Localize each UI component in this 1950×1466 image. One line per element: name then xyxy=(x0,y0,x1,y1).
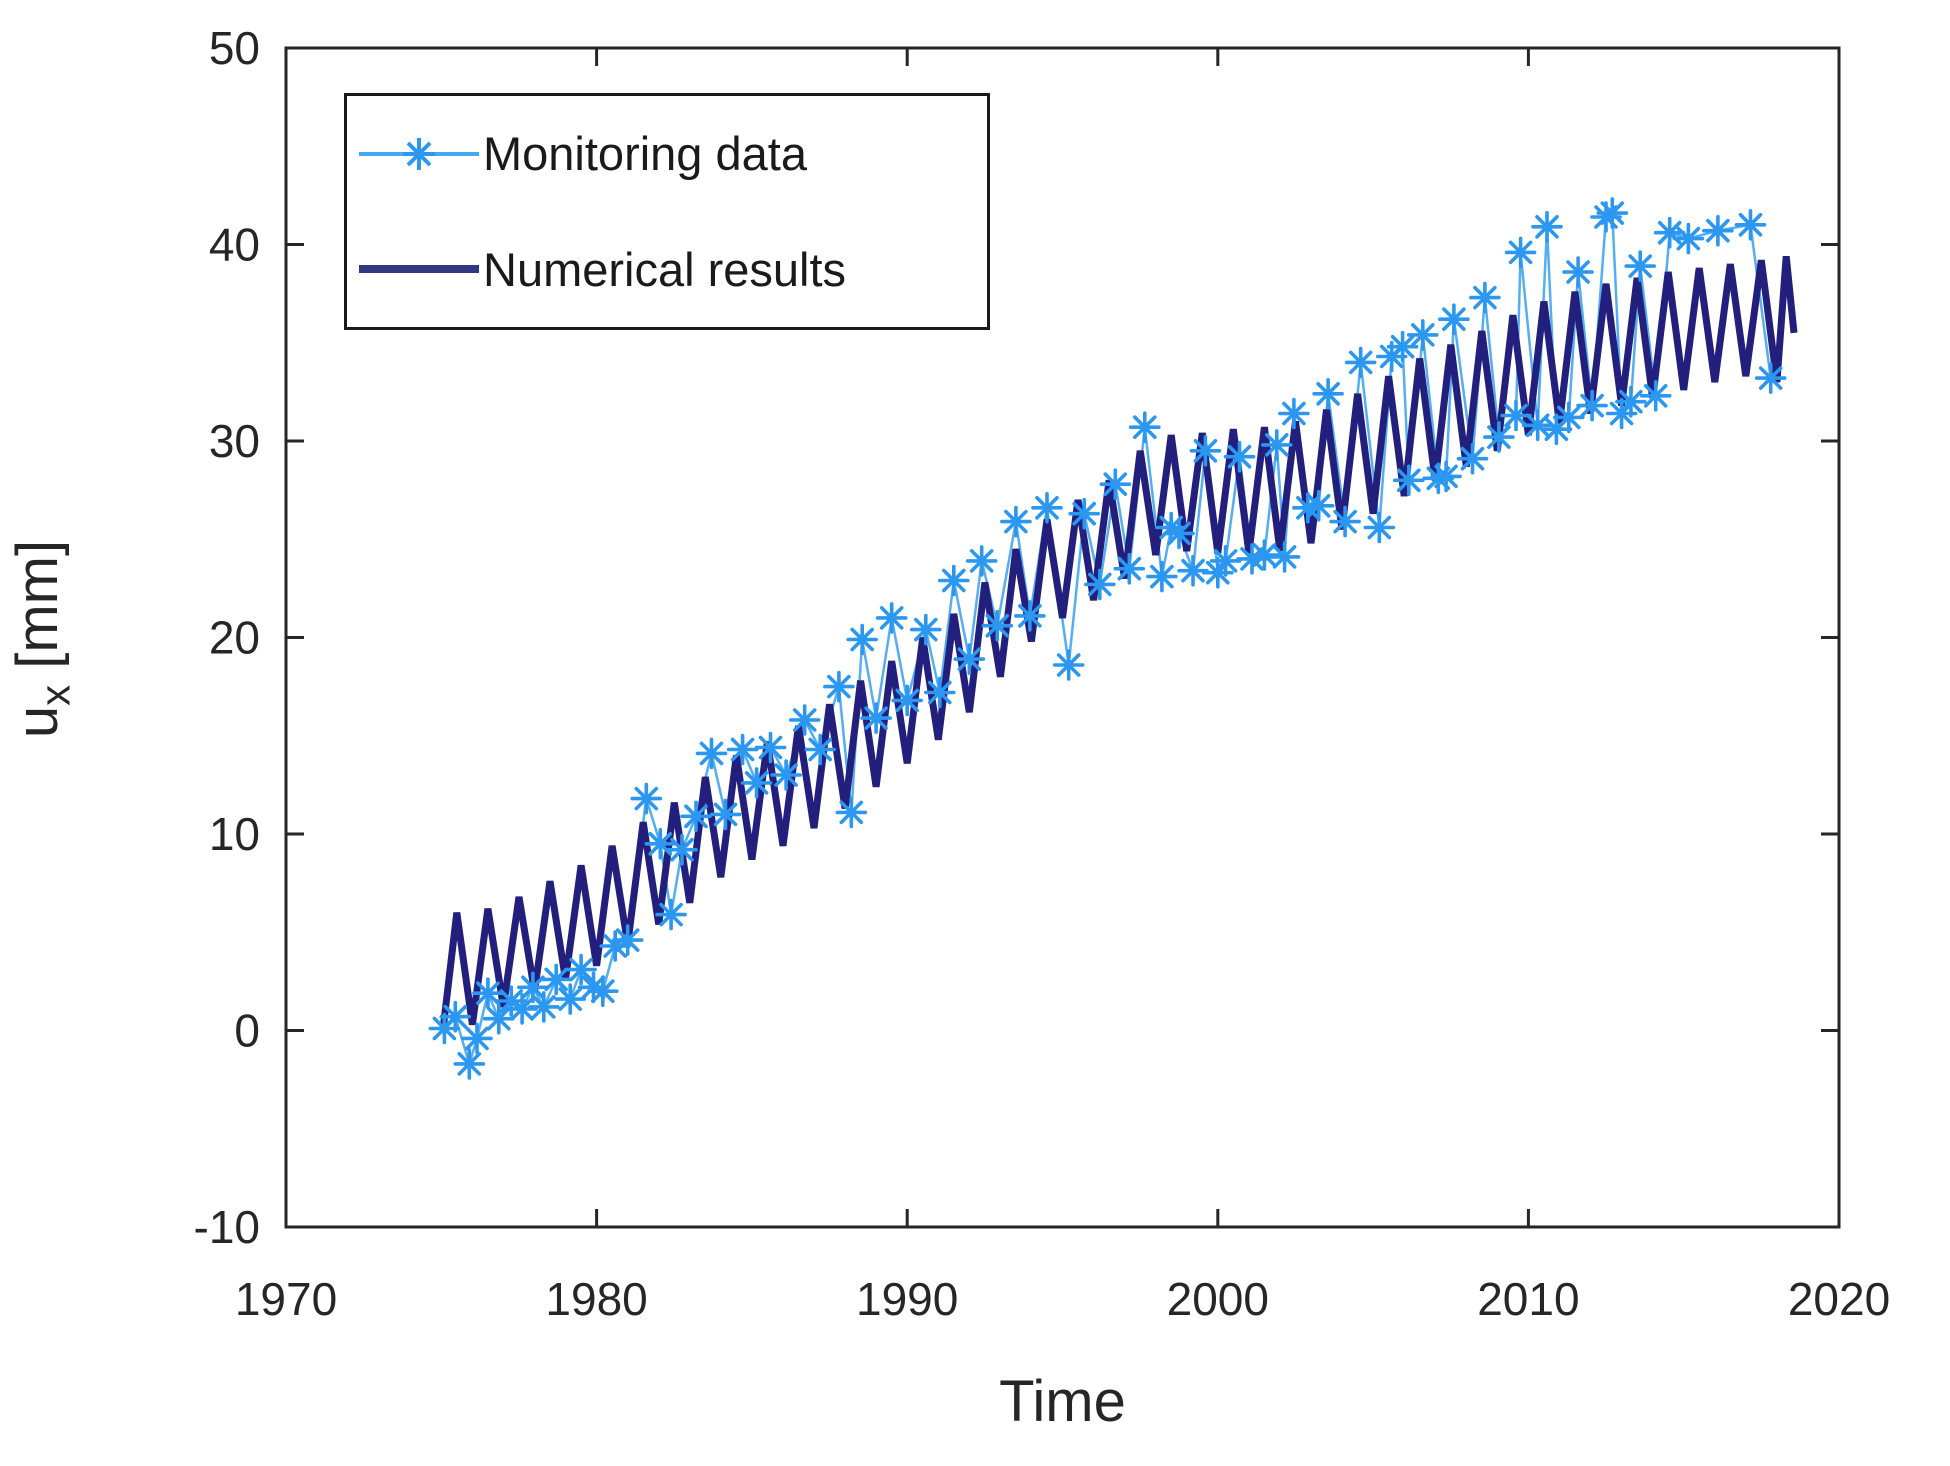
y-axis-title-unit: [mm] xyxy=(5,539,70,685)
y-axis-title: ux [mm] xyxy=(4,349,80,929)
legend-entry-monitoring: Monitoring data xyxy=(347,96,987,212)
x-tick-label: 1990 xyxy=(856,1273,958,1325)
x-tick-label: 1980 xyxy=(545,1273,647,1325)
numerical-line-icon xyxy=(359,265,479,274)
y-axis-title-base: u xyxy=(5,705,70,739)
x-tick-label: 2010 xyxy=(1477,1273,1579,1325)
legend-label-monitoring: Monitoring data xyxy=(483,127,807,181)
y-tick-label: -10 xyxy=(194,1201,260,1253)
monitoring-data-markers xyxy=(428,197,1787,1080)
y-tick-label: 0 xyxy=(234,1005,260,1057)
legend-entry-numerical: Numerical results xyxy=(347,212,987,328)
numerical-results-line xyxy=(439,255,1798,1031)
y-tick-label: 20 xyxy=(209,612,260,664)
y-tick-label: 40 xyxy=(209,219,260,271)
x-tick-label: 2020 xyxy=(1788,1273,1890,1325)
legend-box: Monitoring data Numerical results xyxy=(344,93,990,330)
y-axis-title-sub: x xyxy=(31,684,79,706)
y-tick-label: 50 xyxy=(209,22,260,74)
x-tick-label: 2000 xyxy=(1167,1273,1269,1325)
x-axis-title: Time xyxy=(999,1369,1126,1434)
x-tick-label: 1970 xyxy=(235,1273,337,1325)
y-tick-label: 10 xyxy=(209,808,260,860)
monitoring-line-asterisk-icon xyxy=(359,137,479,170)
y-tick-label: 30 xyxy=(209,415,260,467)
legend-label-numerical: Numerical results xyxy=(483,242,847,296)
